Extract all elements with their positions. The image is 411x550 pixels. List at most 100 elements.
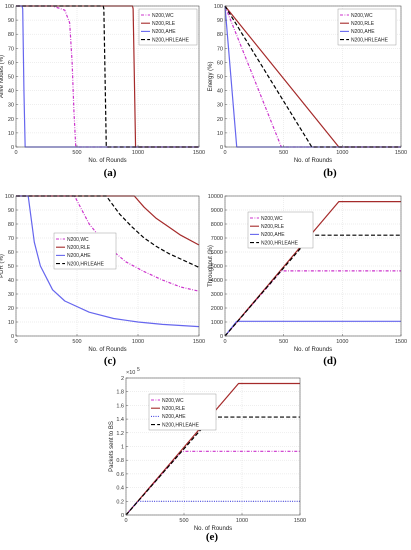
y-tick-label: 80 (8, 222, 14, 228)
y-axis-label: Throughput (%) (208, 245, 214, 287)
chart-panel-1: 0 500 1000 1500 0 10 20 30 40 50 60 70 80 90 100 No. of… (0, 4, 205, 179)
y-axis-multiplier-exponent: 5 (137, 367, 140, 373)
y-tick-label: 3000 (211, 292, 223, 298)
y-tick-label: 0.4 (116, 486, 124, 492)
y-tick-label: 70 (8, 236, 14, 242)
x-tick-label: 500 (72, 150, 81, 156)
legend: N200,WC N200,RLE N200,AHE N200,HRLEAHE (53, 232, 117, 270)
x-tick-label: 500 (72, 339, 81, 345)
legend-entry-label: N200,HRLEAHE (152, 37, 190, 43)
y-tick-label: 100 (214, 4, 223, 10)
legend-entry-label: N200,RLE (152, 21, 176, 27)
y-tick-label: 1.8 (116, 390, 124, 396)
y-tick-label: 50 (217, 75, 223, 81)
legend: N200,WC N200,RLE N200,AHE N200,HRLEAHE (247, 211, 314, 249)
panel-label: (c) (104, 355, 117, 367)
x-axis-label: No. of Rounds (194, 526, 232, 532)
y-axis-multiplier: ×10 (126, 370, 135, 376)
y-tick-label: 1.4 (116, 417, 124, 423)
legend: N200,WC N200,RLE N200,AHE N200,HRLEAHE (337, 8, 397, 46)
x-axis-label: No. of Rounds (88, 347, 126, 353)
chart-panel-3: 0 500 1000 1500 0 10 20 30 40 50 60 70 80 90 100 No. of… (0, 194, 205, 367)
y-tick-label: 1000 (211, 320, 223, 326)
y-axis-label: Energy (%) (208, 61, 214, 91)
y-tick-label: 40 (8, 89, 14, 95)
series-line-n200-wc (16, 5, 199, 148)
x-axis-label: No. of Rounds (294, 158, 332, 164)
y-tick-label: 10000 (208, 194, 223, 200)
y-tick-label: 6000 (211, 250, 223, 256)
x-tick-label: 1000 (236, 518, 248, 524)
legend-entry-label: N200,RLE (162, 406, 186, 412)
legend-entry-label: N200,AHE (162, 414, 186, 420)
legend-entry-label: N200,HRLEAHE (261, 240, 299, 246)
panel-label: (e) (206, 531, 219, 543)
legend-entry-label: N200,WC (152, 13, 174, 19)
legend-entry-label: N200,AHE (261, 232, 285, 238)
y-tick-label: 90 (8, 18, 14, 24)
legend: N200,WC N200,RLE N200,AHE N200,HRLEAHE (138, 8, 198, 46)
y-tick-label: 60 (8, 250, 14, 256)
legend-entry-label: N200,HRLEAHE (351, 37, 389, 43)
series-line-n200-ahe (16, 195, 200, 328)
x-tick-label: 1500 (193, 150, 205, 156)
legend-entry-label: N200,RLE (67, 245, 91, 251)
y-tick-label: 20 (8, 117, 14, 123)
series-line-n200-rle (125, 382, 300, 516)
y-tick-label: 60 (217, 60, 223, 66)
legend-box (337, 8, 397, 46)
y-tick-label: 10 (217, 131, 223, 137)
x-tick-label: 0 (14, 339, 17, 345)
legend-entry-label: N200,WC (162, 398, 184, 404)
legend-entry-label: N200,RLE (261, 224, 285, 230)
y-tick-label: 1.2 (116, 431, 124, 437)
x-tick-label: 0 (124, 518, 127, 524)
y-axis-label: Alive Nodes (%) (0, 55, 5, 98)
y-tick-label: 30 (8, 292, 14, 298)
y-tick-label: 0.8 (116, 458, 124, 464)
y-tick-label: 50 (8, 264, 14, 270)
panel-label: (d) (323, 355, 337, 367)
y-tick-label: 70 (8, 46, 14, 52)
x-tick-label: 1000 (132, 150, 144, 156)
y-tick-label: 7000 (211, 236, 223, 242)
y-tick-label: 10 (8, 131, 14, 137)
panel-label: (a) (104, 167, 117, 179)
legend-entry-label: N200,AHE (152, 29, 176, 35)
y-tick-label: 40 (217, 89, 223, 95)
chart-panel-5: 0 500 1000 1500 0 0.2 0.4 0.6 0.8 1 1.2 1.4 1.6 1.8 2×… (109, 367, 306, 543)
y-tick-label: 40 (8, 278, 14, 284)
y-tick-label: 5000 (211, 264, 223, 270)
legend-entry-label: N200,HRLEAHE (67, 261, 105, 267)
x-axis-label: No. of Rounds (88, 158, 126, 164)
x-tick-label: 0 (223, 150, 226, 156)
chart-panel-2: 0 500 1000 1500 0 10 20 30 40 50 60 70 80 90 100 No. of… (208, 4, 407, 179)
legend-entry-label: N200,WC (351, 13, 373, 19)
x-tick-label: 1000 (336, 150, 348, 156)
legend-entry-label: N200,HRLEAHE (162, 422, 200, 428)
x-tick-label: 1500 (193, 339, 205, 345)
y-tick-label: 0 (121, 513, 124, 519)
y-tick-label: 20 (8, 306, 14, 312)
x-tick-label: 1000 (336, 339, 348, 345)
legend-entry-label: N200,AHE (351, 29, 375, 35)
y-tick-label: 9000 (211, 208, 223, 214)
y-tick-label: 1 (121, 445, 124, 451)
y-tick-label: 0.6 (116, 472, 124, 478)
panel-label: (b) (323, 167, 337, 179)
y-tick-label: 50 (8, 75, 14, 81)
y-tick-label: 80 (8, 32, 14, 38)
x-tick-label: 500 (179, 518, 188, 524)
y-tick-label: 0 (11, 145, 14, 151)
y-axis-label: Packets sent to BS (109, 421, 115, 472)
y-tick-label: 0 (220, 334, 223, 340)
x-tick-label: 1500 (395, 339, 407, 345)
y-tick-label: 8000 (211, 222, 223, 228)
chart-panel-4: 0 500 1000 1500 0 1000 2000 3000 4000 5000 6000 700… (208, 194, 407, 367)
legend-entry-label: N200,WC (67, 237, 89, 243)
y-tick-label: 90 (8, 208, 14, 214)
x-tick-label: 0 (14, 150, 17, 156)
series-line-n200-wc (16, 195, 200, 292)
y-tick-label: 30 (8, 103, 14, 109)
